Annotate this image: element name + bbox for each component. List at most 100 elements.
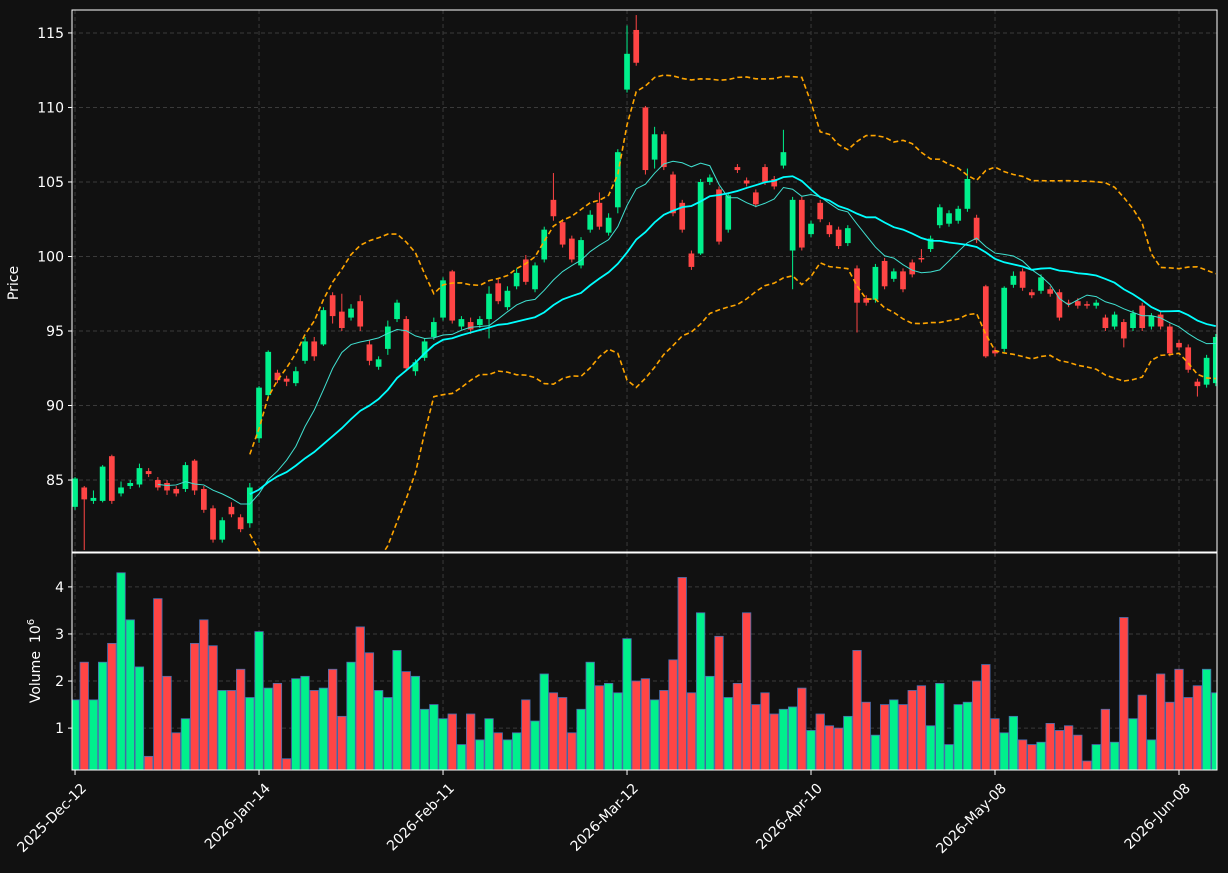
candle-body: [964, 178, 971, 209]
candle-body: [228, 506, 235, 515]
y-tick-label: 4: [55, 580, 64, 596]
candle-body: [762, 167, 768, 182]
candle-body: [72, 478, 78, 507]
volume-bar: [585, 661, 595, 770]
volume-bar: [373, 690, 384, 770]
candle-body: [1130, 313, 1136, 329]
moving-average: [249, 175, 1216, 495]
candle-body: [1047, 289, 1054, 294]
volume-bar: [438, 718, 448, 770]
candle-body: [430, 322, 437, 337]
candle-body: [274, 372, 281, 381]
candle-body: [642, 107, 649, 171]
volume-bar: [281, 758, 292, 770]
candle-body: [338, 311, 345, 329]
candle-body: [798, 199, 805, 248]
volume-bar: [327, 668, 338, 770]
candle-body: [670, 174, 676, 214]
candle-body: [982, 286, 989, 357]
volume-bar: [208, 645, 218, 770]
volume-bar: [300, 675, 310, 770]
volume-bar: [576, 708, 586, 770]
volume-bar: [741, 612, 752, 770]
volume-label: Volume: [28, 651, 44, 703]
volume-bar: [879, 704, 890, 770]
candle-body: [458, 319, 465, 327]
candle-body: [265, 351, 272, 396]
candle-body: [752, 192, 759, 205]
volume-bar: [134, 666, 145, 770]
volume-bar: [1054, 730, 1065, 770]
candle-body: [854, 268, 860, 303]
candle-body: [1093, 302, 1100, 306]
volume-bar: [797, 687, 807, 770]
volume-bar: [162, 675, 172, 770]
volume-bar: [861, 701, 871, 770]
volume-bar: [999, 732, 1009, 770]
volume-axis-label: Volume 106: [26, 619, 44, 703]
volume-bar: [981, 664, 991, 770]
candle-body: [660, 134, 667, 168]
candle-body: [348, 308, 354, 318]
volume-bar: [962, 701, 973, 770]
candle-body: [476, 319, 483, 326]
candle-body: [743, 180, 750, 184]
volume-bar: [144, 755, 154, 770]
volume-bar: [815, 713, 825, 770]
volume-bar: [594, 685, 605, 770]
volume-bar: [806, 730, 816, 770]
candle-body: [302, 341, 308, 361]
volume-bar: [916, 685, 927, 770]
candle-body: [182, 465, 189, 489]
volume-bar: [833, 727, 844, 770]
x-tick-label: 2026-Jan-14: [202, 781, 274, 853]
volume-bar: [521, 699, 531, 770]
candle-body: [780, 152, 787, 166]
candle-body: [1084, 304, 1090, 306]
candle-body: [872, 266, 879, 300]
x-tick-label: 2026-May-08: [933, 781, 1010, 858]
volume-bar: [530, 720, 540, 770]
candle-body: [412, 362, 419, 372]
volume-bar: [171, 732, 181, 770]
candle-body: [513, 272, 520, 287]
candle-body: [440, 280, 446, 318]
candle-body: [118, 487, 124, 494]
volume-bar: [1008, 715, 1019, 770]
volume-bar: [1073, 734, 1083, 770]
candle-body: [568, 238, 575, 260]
candle-body: [127, 483, 134, 486]
candle-body: [329, 295, 336, 317]
volume-bar: [226, 690, 237, 770]
volume-frame: [71, 552, 1218, 771]
y-tick-label: 85: [46, 473, 64, 489]
candle-body: [164, 483, 170, 491]
candle-body: [1194, 381, 1201, 387]
candle-body: [145, 471, 152, 475]
x-tick-label: 2026-Apr-10: [753, 781, 826, 854]
candle-body: [246, 487, 253, 524]
volume-bar: [1109, 741, 1120, 770]
candle-body: [283, 378, 290, 382]
y-tick-label: 1: [55, 721, 64, 737]
volume-bar: [72, 699, 80, 770]
price-background: [72, 10, 1217, 552]
volume-bar: [732, 682, 743, 770]
candle-body: [955, 208, 962, 221]
candle-body: [844, 228, 851, 244]
volume-bar: [889, 699, 899, 770]
volume-bar: [245, 697, 255, 770]
y-tick-label: 2: [55, 674, 64, 690]
volume-bar: [824, 725, 835, 770]
volume-bar: [1100, 708, 1111, 770]
volume-bar: [79, 661, 89, 770]
candle-body: [1038, 277, 1044, 291]
candle-body: [936, 207, 943, 226]
volume-bar: [751, 704, 761, 770]
volume-bar: [539, 673, 549, 770]
candle-body: [578, 240, 584, 266]
volume-bar: [567, 732, 577, 770]
candle-body: [725, 195, 732, 230]
candle-body: [394, 302, 400, 320]
